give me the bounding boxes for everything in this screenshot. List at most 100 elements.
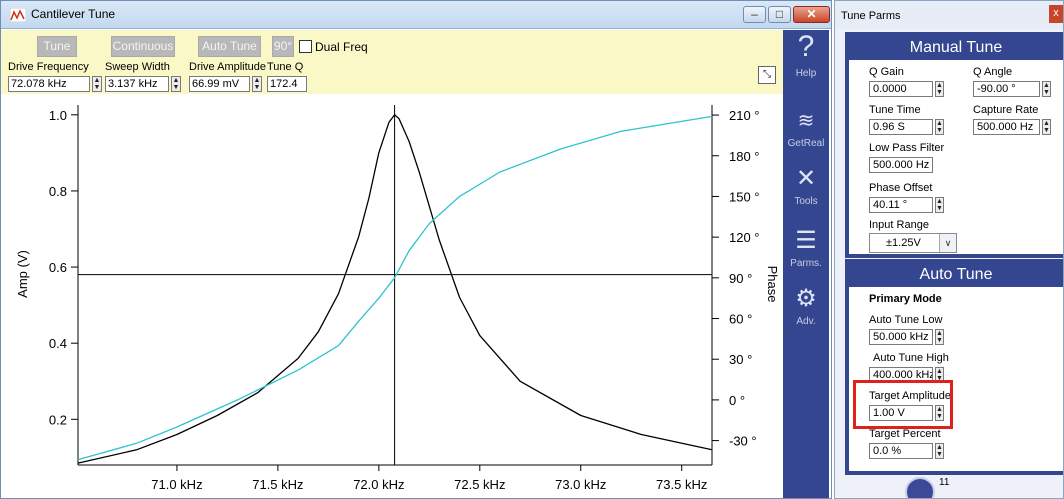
sidebar-item-label: Help [795,68,817,79]
sidebar-item-label: Adv. [796,316,816,327]
dual-freq-checkbox[interactable] [299,40,312,53]
phase-offset-stepper[interactable]: ▲ ▼ [935,197,944,213]
gear-icon: ⚙ [795,285,817,312]
toolbar: Tune Continuous Auto Tune 90° Dual Freq … [1,30,783,94]
tune-q-field[interactable]: 172.4 [267,76,307,92]
drive-amplitude-label: Drive Amplitude [189,61,267,73]
y2-tick-label: -30 ° [729,434,757,449]
primary-mode-label: Primary Mode [869,293,942,305]
auto-tune-high-label: Auto Tune High [873,352,949,364]
sidebar-item-adv[interactable]: ⚙ Adv. [783,285,829,328]
y2-tick-label: 30 ° [729,352,752,367]
auto-tune-button[interactable]: Auto Tune [198,36,261,57]
tune-plot[interactable]: 71.0 kHz 71.5 kHz 72.0 kHz 72.5 kHz 73.0 kHz… [1,94,783,498]
auto-tune-heading: Auto Tune [849,263,1063,287]
target-amplitude-stepper[interactable]: ▲ ▼ [935,405,944,421]
y2-tick-label: 210 ° [729,108,760,123]
capture-rate-label: Capture Rate [973,104,1039,116]
help-icon: ? [797,30,815,63]
tools-icon: ✕ [795,165,817,192]
input-range-select[interactable]: ±1.25V ∨ [869,233,957,253]
sidebar-item-parms[interactable]: ☰ Parms. [783,227,829,270]
q-angle-field[interactable]: -90.00 ° [973,81,1040,97]
drive-frequency-stepper[interactable]: ▲ ▼ [92,76,102,92]
dual-freq-label: Dual Freq [315,40,368,54]
tune-time-stepper[interactable]: ▲ ▼ [935,119,944,135]
input-range-value: ±1.25V [886,237,921,249]
q-angle-stepper[interactable]: ▲ ▼ [1042,81,1051,97]
sidebar-item-getreal[interactable]: ≋ GetReal [783,108,829,149]
y2-tick-label: 180 ° [729,149,760,164]
maximize-button[interactable]: □ [768,6,791,23]
tune-time-label: Tune Time [869,104,921,116]
drive-amplitude-field[interactable]: 66.99 mV [189,76,250,92]
q-gain-field[interactable]: 0.0000 [869,81,933,97]
y2-tick-label: 60 ° [729,312,752,327]
sidebar-item-tools[interactable]: ✕ Tools [783,165,829,208]
phase-90-button[interactable]: 90° [272,36,294,57]
x-tick-label: 72.5 kHz [454,477,505,492]
q-angle-label: Q Angle [973,66,1013,78]
y2-tick-label: 120 ° [729,230,760,245]
y2-tick-label: 0 ° [729,393,745,408]
app-icon [10,8,26,22]
q-gain-label: Q Gain [869,66,904,78]
auto-tune-high-field[interactable]: 400.000 kHz [869,367,933,383]
expand-icon[interactable]: ⤡ [758,66,776,84]
x-tick-label: 73.0 kHz [555,477,606,492]
close-icon: x [1053,7,1059,19]
tune-parms-title-bar[interactable]: Tune Parms x [835,1,1063,29]
drive-amplitude-stepper[interactable]: ▲ ▼ [252,76,262,92]
auto-tune-section: Auto Tune Primary Mode Auto Tune Low 50.… [845,259,1063,475]
capture-rate-stepper[interactable]: ▲ ▼ [1042,119,1051,135]
x-tick-label: 72.0 kHz [353,477,404,492]
sidebar-item-label: Tools [794,196,818,207]
low-pass-filter-label: Low Pass Filter [869,142,945,154]
capture-rate-field[interactable]: 500.000 Hz [973,119,1040,135]
title-bar[interactable]: Cantilever Tune – □ ✕ [1,1,831,29]
maximize-icon: □ [775,7,784,21]
close-button[interactable]: ✕ [793,6,830,23]
x-tick-label: 71.0 kHz [151,477,202,492]
tune-time-field[interactable]: 0.96 S [869,119,933,135]
minimize-button[interactable]: – [743,6,766,23]
y-tick-label: 0.4 [49,336,67,351]
x-tick-label: 71.5 kHz [252,477,303,492]
sweep-width-field[interactable]: 3.137 kHz [105,76,169,92]
target-percent-field[interactable]: 0.0 % [869,443,933,459]
input-range-label: Input Range [869,219,929,231]
continuous-button[interactable]: Continuous [111,36,175,57]
tune-button[interactable]: Tune [37,36,77,57]
sidebar: ? Help ≋ GetReal ✕ Tools ☰ Parms. ⚙ Adv. [783,30,829,498]
close-icon: ✕ [806,7,817,21]
y-tick-label: 0.8 [49,184,67,199]
badge-count: 11 [939,477,950,488]
getreal-icon: ≋ [797,110,815,132]
auto-tune-low-label: Auto Tune Low [869,314,943,326]
tune-parms-title: Tune Parms [841,10,901,22]
tune-parms-close-button[interactable]: x [1049,5,1063,23]
sweep-width-stepper[interactable]: ▲ ▼ [171,76,181,92]
chevron-down-icon: ∨ [939,234,956,252]
y-tick-label: 1.0 [49,108,67,123]
x-tick-label: 73.5 kHz [656,477,707,492]
auto-tune-low-stepper[interactable]: ▲ ▼ [935,329,944,345]
q-gain-stepper[interactable]: ▲ ▼ [935,81,944,97]
target-percent-stepper[interactable]: ▲ ▼ [935,443,944,459]
minimize-icon: – [751,7,758,21]
sidebar-item-label: Parms. [790,258,822,269]
target-amplitude-field[interactable]: 1.00 V [869,405,933,421]
y-tick-label: 0.6 [49,260,67,275]
parms-icon: ☰ [795,227,817,254]
sidebar-item-label: GetReal [787,138,825,149]
tune-chart: 71.0 kHz 71.5 kHz 72.0 kHz 72.5 kHz 73.0 kHz… [15,105,780,492]
sidebar-item-help[interactable]: ? Help [783,30,829,80]
phase-offset-field[interactable]: 40.11 ° [869,197,933,213]
auto-tune-low-field[interactable]: 50.000 kHz [869,329,933,345]
drive-frequency-field[interactable]: 72.078 kHz [8,76,90,92]
badge-icon [905,477,935,498]
cantilever-tune-window: Cantilever Tune – □ ✕ Tune Continuous Au… [0,0,832,499]
low-pass-filter-field[interactable]: 500.000 Hz [869,157,933,173]
phase-offset-label: Phase Offset [869,182,933,194]
y2-tick-label: 150 ° [729,189,760,204]
